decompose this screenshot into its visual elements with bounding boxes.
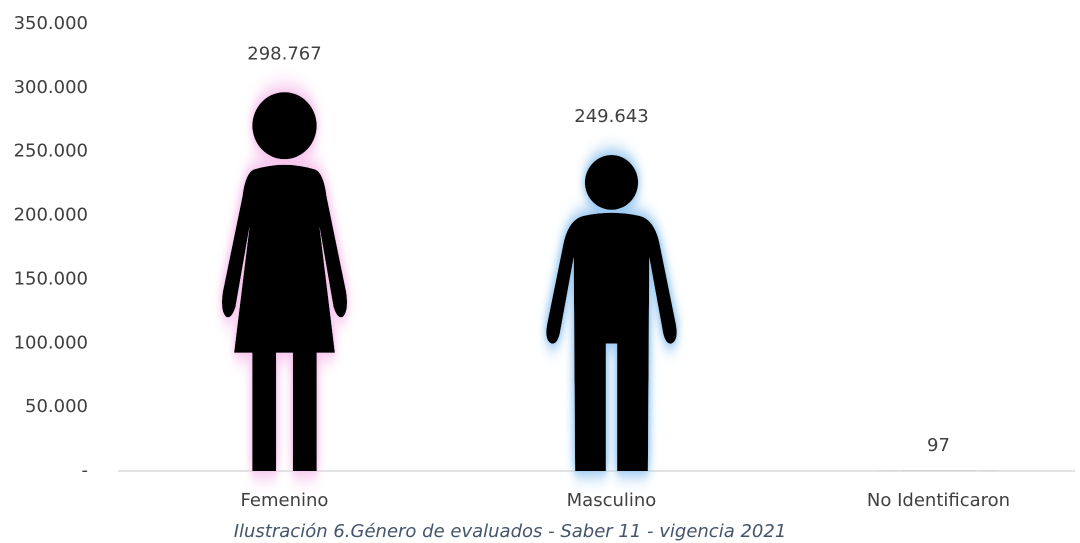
y-tick-label: - [82, 460, 89, 481]
y-tick-label: 100.000 [14, 332, 88, 353]
y-tick-label: 300.000 [14, 77, 88, 98]
y-tick-label: 350.000 [14, 13, 88, 34]
pictogram [546, 155, 677, 472]
data-label: 249.643 [574, 106, 648, 127]
body [546, 212, 677, 472]
y-tick-label: 250.000 [14, 141, 88, 162]
data-label: 298.767 [247, 43, 321, 64]
y-tick-label: 50.000 [25, 396, 88, 417]
leg [252, 350, 277, 471]
leg [292, 350, 317, 471]
body [221, 164, 348, 353]
head [584, 155, 639, 210]
x-tick-label: No Identificaron [867, 490, 1010, 511]
head [252, 92, 317, 160]
y-tick-label: 150.000 [14, 268, 88, 289]
x-tick-label: Masculino [567, 490, 657, 511]
x-tick-label: Femenino [241, 490, 329, 511]
caption: Ilustración 6.Género de evaluados - Sabe… [234, 521, 787, 542]
pictogram [221, 92, 348, 471]
data-label: 97 [927, 435, 950, 456]
y-tick-label: 200.000 [14, 205, 88, 226]
